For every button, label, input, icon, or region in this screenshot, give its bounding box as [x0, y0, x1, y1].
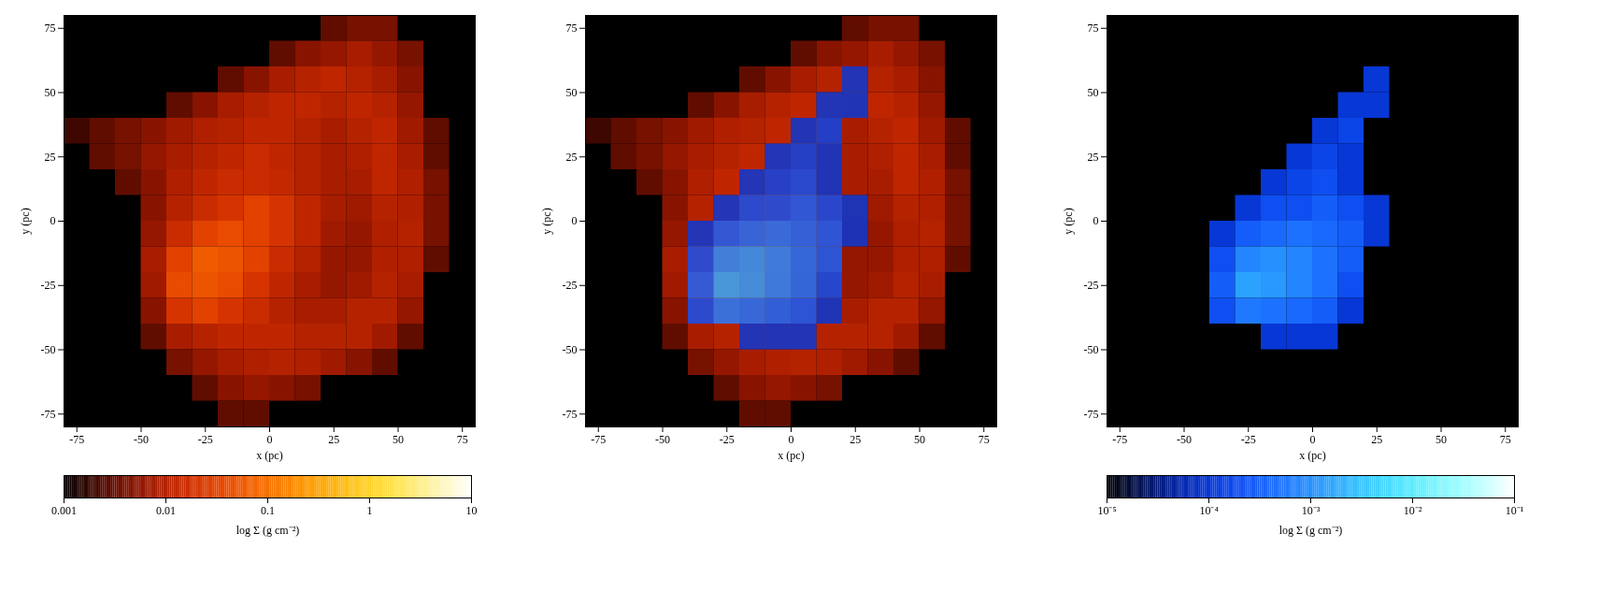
- svg-text:10⁻⁵: 10⁻⁵: [1097, 503, 1116, 517]
- svg-text:-75: -75: [1084, 407, 1100, 421]
- svg-text:-50: -50: [655, 432, 671, 446]
- svg-text:-75: -75: [562, 407, 578, 421]
- svg-text:y (pc): y (pc): [540, 207, 554, 234]
- svg-text:50: 50: [566, 85, 578, 100]
- svg-text:-75: -75: [1112, 432, 1128, 446]
- svg-text:x (pc): x (pc): [1299, 448, 1326, 462]
- svg-text:50: 50: [914, 432, 926, 446]
- svg-text:-25: -25: [41, 278, 57, 292]
- svg-text:10⁻³: 10⁻³: [1301, 503, 1321, 517]
- svg-text:50: 50: [1435, 432, 1447, 446]
- svg-text:x (pc): x (pc): [256, 448, 283, 462]
- svg-text:25: 25: [1087, 150, 1100, 164]
- svg-text:25: 25: [566, 150, 578, 164]
- svg-text:-50: -50: [133, 432, 149, 446]
- svg-text:0.1: 0.1: [260, 503, 275, 517]
- svg-text:0.01: 0.01: [156, 503, 176, 517]
- svg-text:-50: -50: [1176, 432, 1192, 446]
- svg-text:0: 0: [571, 214, 578, 228]
- svg-text:0.001: 0.001: [51, 503, 77, 517]
- svg-text:75: 75: [44, 21, 57, 35]
- svg-text:25: 25: [44, 150, 57, 164]
- svg-text:log Σ (g cm⁻²): log Σ (g cm⁻²): [1279, 523, 1343, 537]
- svg-text:-75: -75: [590, 432, 606, 446]
- svg-text:25: 25: [1371, 432, 1383, 446]
- svg-text:10⁻²: 10⁻²: [1403, 503, 1423, 517]
- svg-text:0: 0: [267, 432, 273, 446]
- svg-text:-75: -75: [41, 407, 57, 421]
- svg-text:10⁻¹: 10⁻¹: [1505, 503, 1525, 517]
- svg-text:0: 0: [1310, 432, 1316, 446]
- svg-text:y (pc): y (pc): [1061, 207, 1075, 234]
- svg-text:0: 0: [50, 214, 57, 228]
- svg-text:75: 75: [1500, 432, 1512, 446]
- svg-text:50: 50: [44, 85, 57, 100]
- svg-text:-25: -25: [719, 432, 735, 446]
- svg-text:0: 0: [788, 432, 795, 446]
- svg-text:-25: -25: [1084, 278, 1100, 292]
- svg-text:-25: -25: [198, 432, 214, 446]
- svg-text:-25: -25: [562, 278, 578, 292]
- svg-text:-50: -50: [1084, 342, 1100, 357]
- svg-text:75: 75: [457, 432, 469, 446]
- svg-text:log Σ (g cm⁻²): log Σ (g cm⁻²): [236, 523, 300, 537]
- svg-text:10⁻⁴: 10⁻⁴: [1199, 503, 1218, 517]
- svg-text:-50: -50: [562, 342, 578, 357]
- svg-text:1: 1: [367, 503, 373, 517]
- svg-text:-25: -25: [1241, 432, 1257, 446]
- svg-text:0: 0: [1093, 214, 1100, 228]
- svg-text:y (pc): y (pc): [18, 207, 32, 234]
- svg-text:x (pc): x (pc): [777, 448, 804, 462]
- svg-text:25: 25: [328, 432, 340, 446]
- svg-text:50: 50: [392, 432, 404, 446]
- svg-text:-75: -75: [69, 432, 85, 446]
- svg-text:-50: -50: [41, 342, 57, 357]
- svg-text:75: 75: [1087, 21, 1100, 35]
- svg-text:75: 75: [566, 21, 578, 35]
- svg-text:25: 25: [849, 432, 861, 446]
- svg-text:10: 10: [466, 503, 478, 517]
- svg-text:50: 50: [1087, 85, 1100, 100]
- svg-text:75: 75: [978, 432, 990, 446]
